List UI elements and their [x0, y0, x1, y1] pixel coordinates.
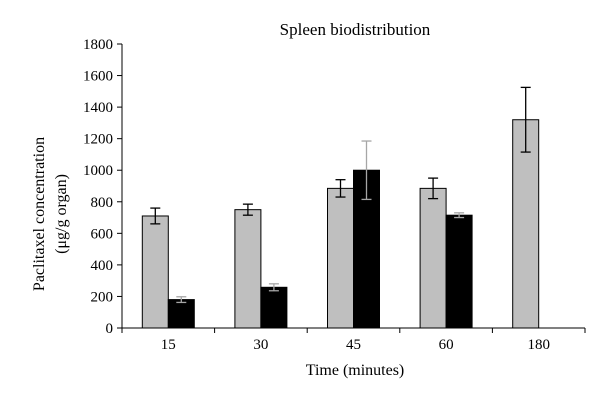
- y-tick-label: 1400: [83, 100, 113, 116]
- bar: [167, 299, 195, 329]
- bars: [141, 119, 540, 329]
- axes: [121, 44, 585, 329]
- y-axis-label-group: Paclitaxel concentration (μg/g organ): [31, 137, 70, 291]
- error-bars: [150, 86, 531, 304]
- y-tick-label: 800: [91, 195, 114, 211]
- y-tick-label: 1600: [83, 69, 113, 85]
- y-axis-ticks: 0 200 400 600 800 1000 1200 1400 1600 1800: [83, 37, 122, 337]
- x-tick-label: 60: [439, 337, 454, 353]
- bar: [141, 215, 169, 329]
- x-tick-label: 45: [346, 337, 361, 353]
- x-tick-label: 15: [161, 337, 176, 353]
- x-tick-label: 30: [253, 337, 268, 353]
- y-tick-label: 400: [91, 258, 114, 274]
- y-tick-label: 1200: [83, 132, 113, 148]
- bar: [260, 286, 288, 329]
- bar: [234, 209, 262, 329]
- x-axis-ticks: 15 30 45 60 180: [121, 328, 586, 353]
- bar: [445, 214, 473, 329]
- y-tick-label: 1000: [83, 163, 113, 179]
- chart-title: Spleen biodistribution: [280, 20, 431, 39]
- y-axis-label-line2: (μg/g organ): [53, 174, 70, 254]
- x-tick-label: 180: [527, 337, 550, 353]
- bar: [512, 119, 540, 329]
- bar: [327, 187, 354, 329]
- x-axis-label: Time (minutes): [306, 362, 405, 379]
- bar: [419, 187, 447, 329]
- y-tick-label: 200: [91, 289, 114, 305]
- y-axis-label-line1: Paclitaxel concentration: [31, 137, 48, 291]
- y-tick-label: 1800: [83, 37, 113, 53]
- y-tick-label: 0: [106, 321, 114, 337]
- y-tick-label: 600: [91, 226, 114, 242]
